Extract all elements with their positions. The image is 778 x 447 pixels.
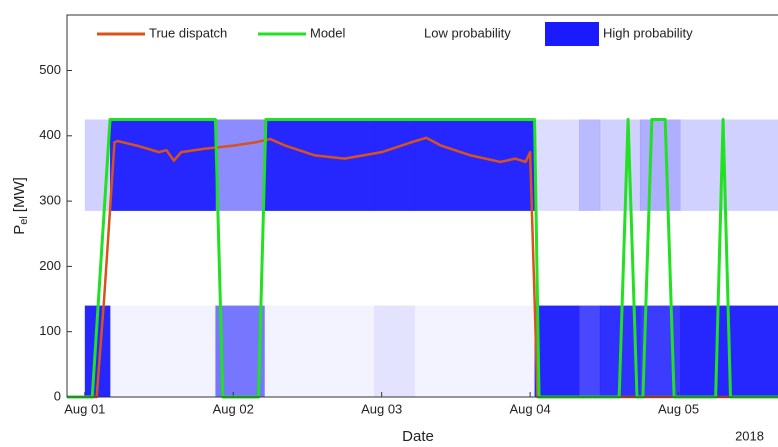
probability-cell (414, 119, 535, 211)
probability-cell (534, 305, 580, 397)
probability-cell (264, 119, 375, 211)
probability-cell (110, 119, 216, 211)
probability-cell (414, 305, 535, 397)
plot-frame (66, 14, 778, 398)
series-line (67, 136, 778, 399)
legend-box (80, 16, 778, 54)
legend-label: High probability (603, 25, 693, 40)
probability-cell (680, 119, 778, 211)
y-tick-label: 400 (39, 127, 61, 142)
x-tick-label: Aug 05 (658, 401, 699, 416)
y-tick-label: 100 (39, 323, 61, 338)
legend-label: Low probability (424, 25, 511, 40)
x-axis-label: Date (402, 428, 434, 445)
year-label: 2018 (735, 428, 764, 443)
probability-cell (67, 119, 85, 210)
y-label-unit: [MW] (11, 177, 28, 212)
probability-cell (264, 305, 375, 397)
legend-label: Model (310, 25, 346, 40)
y-tick-label: 200 (39, 258, 61, 273)
probability-cell (579, 305, 601, 397)
x-tick-label: Aug 04 (510, 401, 551, 416)
x-tick-label: Aug 03 (361, 401, 402, 416)
legend-label: True dispatch (149, 25, 227, 40)
probability-cell (67, 306, 85, 397)
legend-swatch (545, 22, 599, 46)
probability-cell (374, 305, 415, 397)
y-axis-label: Pel [MW] (11, 177, 30, 235)
y-tick-label: 500 (39, 62, 61, 77)
probability-cell (639, 119, 681, 211)
y-tick-label: 300 (39, 193, 61, 208)
probability-cell (215, 119, 265, 211)
probability-cell (534, 119, 580, 211)
probability-cell (110, 305, 216, 397)
probability-cell (599, 119, 641, 211)
x-tick-label: Aug 01 (64, 401, 105, 416)
x-tick-label: Aug 02 (213, 401, 254, 416)
probability-cell (579, 119, 601, 211)
y-tick-label: 0 (54, 388, 61, 403)
y-label-sub: el (18, 216, 30, 225)
probability-cell (374, 119, 415, 211)
y-label-main: P (11, 225, 28, 235)
